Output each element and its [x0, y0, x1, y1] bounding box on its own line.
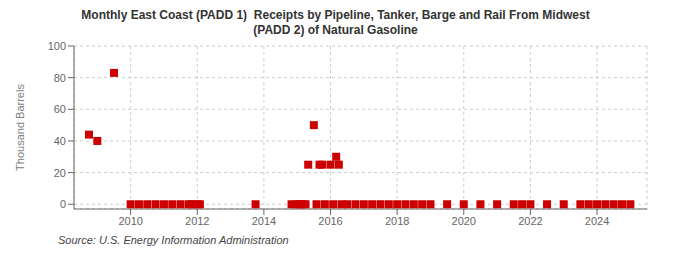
svg-text:0: 0 — [60, 198, 66, 210]
svg-text:40: 40 — [54, 135, 66, 147]
svg-text:2024: 2024 — [585, 215, 609, 227]
svg-text:2014: 2014 — [252, 215, 276, 227]
svg-text:20: 20 — [54, 167, 66, 179]
svg-text:Thousand Barrels: Thousand Barrels — [14, 84, 26, 171]
svg-text:2022: 2022 — [518, 215, 542, 227]
svg-text:2010: 2010 — [118, 215, 142, 227]
svg-text:60: 60 — [54, 103, 66, 115]
svg-text:80: 80 — [54, 72, 66, 84]
svg-text:2018: 2018 — [385, 215, 409, 227]
svg-text:2016: 2016 — [318, 215, 342, 227]
svg-text:2020: 2020 — [452, 215, 476, 227]
svg-text:2012: 2012 — [185, 215, 209, 227]
html-text:(PADD 2) of Natural Gasoline: (PADD 2) of Natural Gasoline — [253, 23, 418, 37]
svg-text:100: 100 — [48, 40, 66, 52]
html-text:Monthly East Coast (PADD 1) Re: Monthly East Coast (PADD 1) Receipts by … — [81, 8, 590, 22]
html-text:Source: U.S. Energy Informatio: Source: U.S. Energy Information Administ… — [58, 234, 289, 246]
